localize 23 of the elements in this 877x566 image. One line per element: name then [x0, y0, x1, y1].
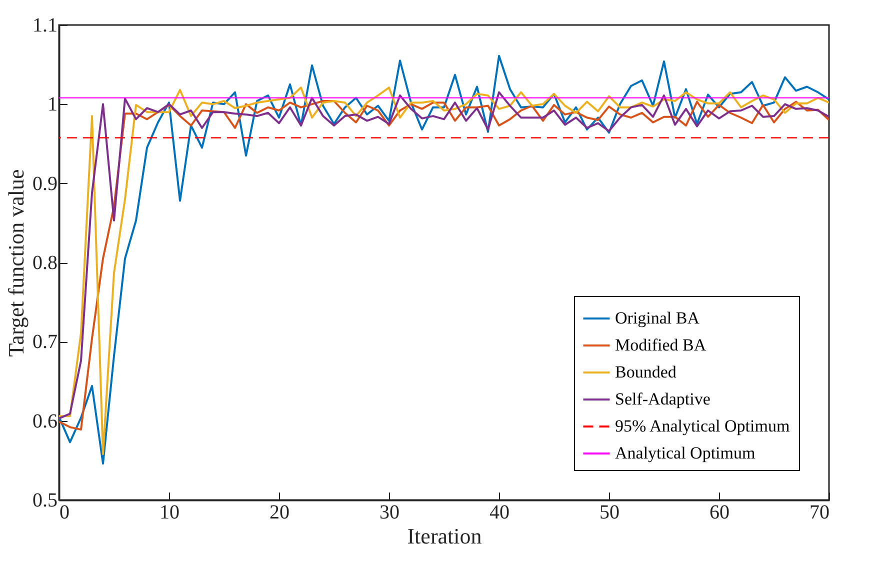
x-tick-label: 40 [490, 502, 510, 524]
x-tick-label: 10 [160, 502, 180, 524]
legend-label: Modified BA [615, 336, 707, 354]
y-tick-label: 0.8 [32, 252, 58, 274]
x-axis-title: Iteration [407, 524, 482, 548]
y-tick-label: 0.9 [32, 172, 58, 195]
x-tick-label: 60 [710, 502, 730, 524]
legend-label: Self-Adaptive [615, 390, 710, 408]
legend-label: Analytical Optimum [615, 444, 756, 462]
y-tick-label: 0.6 [32, 410, 58, 432]
x-tick-label: 20 [270, 502, 290, 524]
y-tick-label: 1 [48, 94, 58, 116]
legend-label: 95% Analytical Optimum [615, 416, 790, 436]
y-tick-label: 1.1 [32, 14, 58, 36]
y-axis-title: Target function value [4, 169, 28, 357]
x-tick-label: 70 [810, 502, 830, 524]
x-tick-label: 30 [380, 502, 400, 524]
legend-label: Original BA [615, 308, 700, 328]
legend-label: Bounded [615, 362, 677, 382]
y-tick-label: 0.5 [32, 490, 58, 512]
y-tick-label: 0.7 [32, 331, 58, 354]
x-tick-label: 50 [600, 502, 620, 524]
x-tick-label: 0 [60, 502, 70, 524]
